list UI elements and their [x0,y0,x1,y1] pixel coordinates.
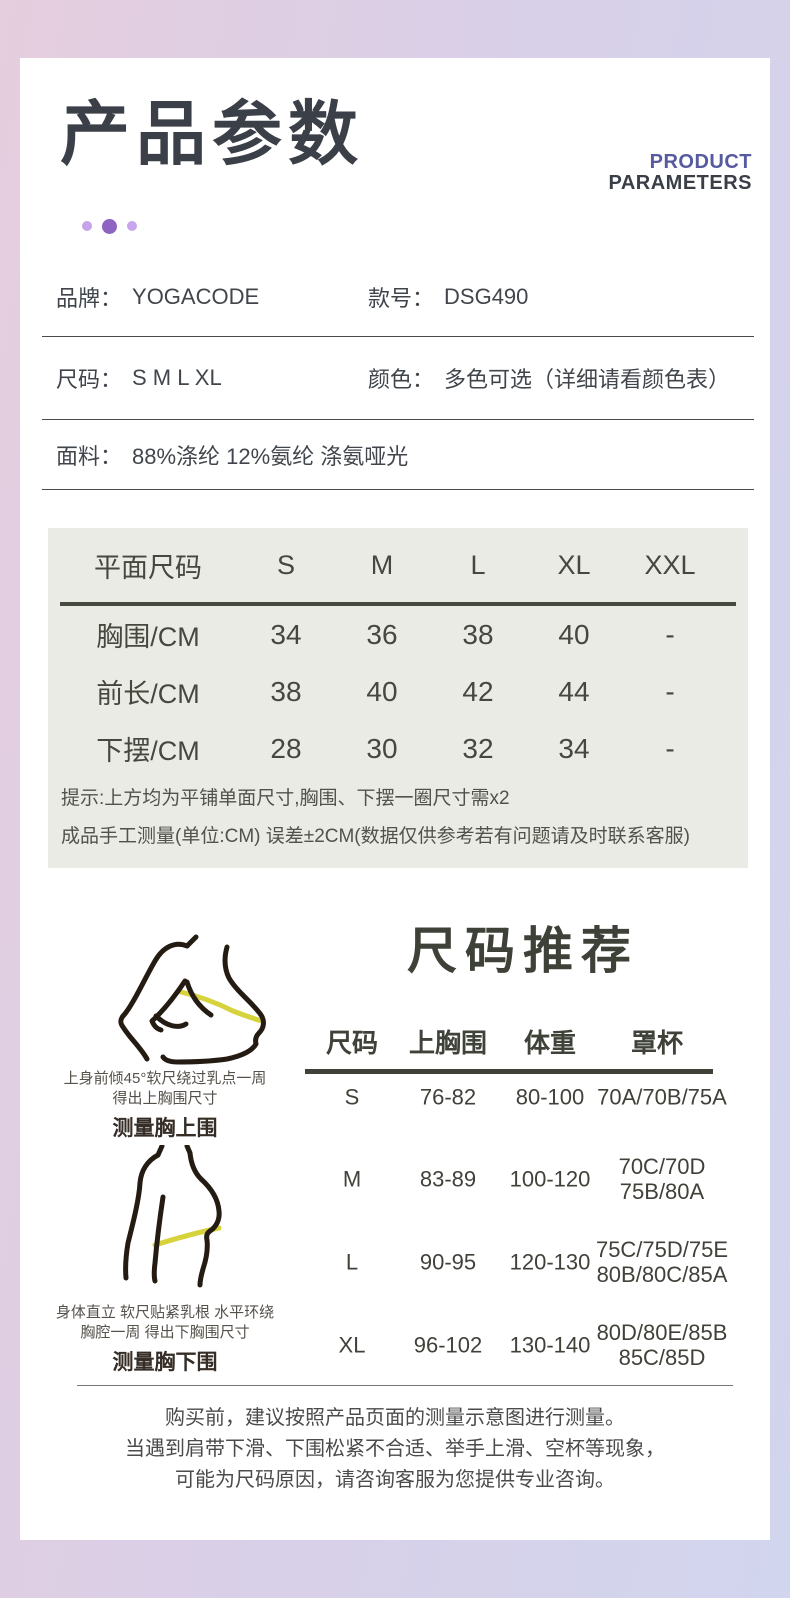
model-label: 款号： [368,286,435,311]
cell-weight: 130-140 [509,1332,591,1358]
col-header: XL [557,549,591,580]
tip-line: 提示:上方均为平铺单面尺寸,胸围、下摆一圈尺寸需x2 [61,788,510,809]
product-parameters-card: 产品参数 PRODUCT PARAMETERS 品牌： YOGACODE 款号：… [20,58,770,1540]
product-info-list: 品牌： YOGACODE 款号： DSG490 尺码： S M L XL 颜色：… [42,258,754,490]
color-value: 多色可选（详细请看颜色表） [444,367,731,392]
cell-weight: 80-100 [515,1084,585,1110]
footer-line: 当遇到肩带下滑、下围松紧不合适、举手上滑、空杯等现象， [125,1438,665,1460]
row-label: 下摆/CM [96,736,200,766]
measure-upper-caption: 上身前倾45°软尺绕过乳点一周 得出上胸围尺寸 [63,1070,267,1107]
subtitle-line1: PRODUCT [649,151,752,173]
brand-value: YOGACODE [132,284,260,309]
cell: 36 [366,618,398,650]
table-row: M 83-89 100-120 70C/70D 75B/80A [20,1153,770,1205]
col-header: XXL [644,549,696,580]
measure-upper-label: 测量胸上围 [112,1117,218,1140]
cell-weight: 120-130 [509,1249,591,1275]
footer-line: 可能为尺码原因，请咨询客服为您提供专业咨询。 [175,1469,615,1491]
table-row: 胸围/CM 34 36 38 40 - [48,606,748,663]
info-row-size-color: 尺码： S M L XL 颜色： 多色可选（详细请看颜色表） [42,337,754,420]
flat-size-table-header: 平面尺码 S M L XL XXL [48,528,748,602]
col-header: 体重 [523,1028,577,1058]
cell-bust: 90-95 [419,1249,477,1275]
brand-label: 品牌： [56,286,123,311]
size-recommend-title: 尺码推荐 [407,923,639,979]
decorative-dots [82,218,137,234]
col-header: 尺码 [325,1028,379,1058]
table-row: S 76-82 80-100 70A/70B/75A [20,1071,770,1123]
page-subtitle: PRODUCT PARAMETERS [608,152,752,194]
cell: 40 [558,618,590,650]
col-header: M [370,549,394,580]
row-label: 前长/CM [96,679,200,709]
cell-cup: 70A/70B/75A [597,1084,727,1110]
cell-bust: 83-89 [419,1166,477,1192]
cell: 38 [462,618,494,650]
cell-size: S [344,1084,360,1110]
table-header-rule [305,1069,713,1074]
measure-under-caption: 身体直立 软尺贴紧乳根 水平环绕 胸腔一周 得出下胸围尺寸 [55,1304,275,1341]
cell: 44 [558,675,590,707]
cell-size: XL [338,1332,366,1358]
cell: 28 [270,732,302,764]
cell-cup: 75C/75D/75E 80B/80C/85A [595,1237,729,1287]
cell-bust: 96-102 [413,1332,483,1358]
footer-line: 购买前，建议按照产品页面的测量示意图进行测量。 [165,1407,625,1429]
cell: 30 [366,732,398,764]
page-title: 产品参数 [60,95,364,173]
measure-upper-bust-figure [118,934,266,1065]
flat-size-table: 平面尺码 S M L XL XXL 胸围/CM 34 36 38 40 - 前长… [48,528,748,868]
col-header: L [470,549,486,580]
measure-under-label: 测量胸下围 [112,1351,218,1374]
cell: 32 [462,732,494,764]
col-header: 上胸围 [408,1028,488,1058]
fabric-value: 88%涤纶 12%氨纶 涤氨哑光 [132,443,409,469]
col-header: 平面尺码 [94,552,202,583]
col-header: S [276,549,295,580]
cell-bust: 76-82 [419,1084,477,1110]
cell-size: L [345,1249,359,1275]
measure-tips: 提示:上方均为平铺单面尺寸,胸围、下摆一圈尺寸需x2 成品手工测量(单位:CM)… [61,780,690,856]
dot-icon [127,221,137,231]
dot-icon [102,218,117,234]
col-header: 罩杯 [630,1028,684,1058]
measure-under-bust-figure [123,1145,222,1288]
size-label: 尺码： [56,367,123,392]
info-row-fabric: 面料： 88%涤纶 12%氨纶 涤氨哑光 [42,420,754,490]
row-label: 胸围/CM [96,622,200,652]
cell: - [665,732,675,764]
cell-cup: 80D/80E/85B 85C/85D [596,1320,728,1370]
info-row-brand-model: 品牌： YOGACODE 款号： DSG490 [42,258,754,337]
cell: 34 [270,618,302,650]
model-value: DSG490 [444,284,529,309]
table-row: L 90-95 120-130 75C/75D/75E 80B/80C/85A [20,1236,770,1288]
cell: 40 [366,675,398,707]
tip-line: 成品手工测量(单位:CM) 误差±2CM(数据仅供参考若有问题请及时联系客服) [61,826,690,847]
cell-weight: 100-120 [509,1166,591,1192]
cell: 38 [270,675,302,707]
table-row: 下摆/CM 28 30 32 34 - [48,720,748,777]
table-header-rule [60,602,736,606]
footer-notice: 购买前，建议按照产品页面的测量示意图进行测量。 当遇到肩带下滑、下围松紧不合适、… [20,1403,770,1496]
table-row: XL 96-102 130-140 80D/80E/85B 85C/85D [20,1319,770,1371]
color-label: 颜色： [368,367,435,392]
dot-icon [82,221,92,231]
fabric-label: 面料： [56,443,123,469]
cell: 34 [558,732,590,764]
cell-size: M [342,1166,362,1192]
table-row: 前长/CM 38 40 42 44 - [48,663,748,720]
cell: 42 [462,675,494,707]
footer-divider [77,1385,733,1386]
size-value: S M L XL [132,365,222,390]
cell: - [665,618,675,650]
cell: - [665,675,675,707]
cell-cup: 70C/70D 75B/80A [618,1154,706,1204]
recommend-table-header: 尺码 上胸围 体重 罩杯 [20,1028,770,1058]
subtitle-line2: PARAMETERS [608,172,752,194]
